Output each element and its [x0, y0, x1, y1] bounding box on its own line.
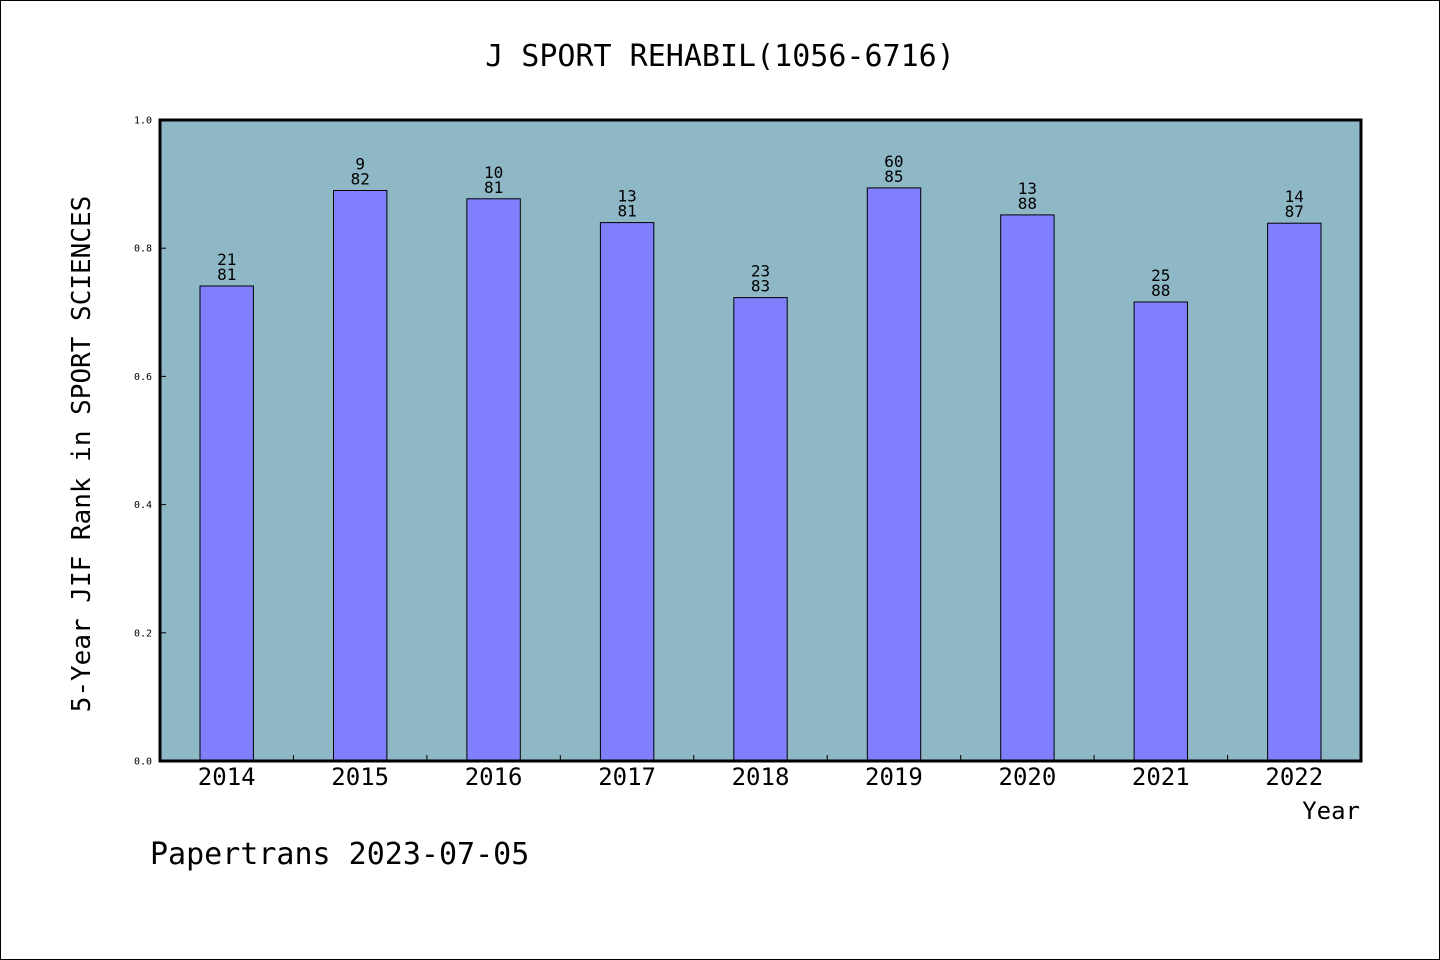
bar-total-label-2020: 88	[1018, 194, 1037, 213]
bar-2022	[1267, 222, 1322, 762]
x-tick-label-2021: 2021	[1132, 763, 1190, 791]
bar-2018	[733, 297, 788, 762]
bar-rank-label-2015: 9	[355, 155, 365, 174]
x-tick-label-2017: 2017	[598, 763, 656, 791]
footer-credit: Papertrans 2023-07-05	[150, 837, 529, 872]
x-tick-label-2018: 2018	[732, 763, 790, 791]
bar-rank-label-2016: 10	[484, 163, 503, 182]
y-tick-label: 0.8	[134, 244, 152, 255]
bar-total-label-2019: 85	[884, 167, 903, 186]
bar-total-label-2018: 83	[751, 277, 770, 296]
bar-total-label-2014: 81	[217, 265, 236, 284]
bars-group	[199, 187, 1322, 762]
bar-total-label-2021: 88	[1151, 281, 1170, 300]
chart-title: J SPORT REHABIL(1056-6716)	[485, 39, 955, 74]
bar-total-label-2016: 81	[484, 178, 503, 197]
bar-2014	[199, 285, 254, 762]
bar-2017	[599, 222, 655, 762]
y-tick-label: 1.0	[134, 116, 152, 127]
bar-rank-label-2014: 21	[217, 250, 236, 269]
y-tick-label: 0.2	[134, 628, 152, 639]
x-tick-label-2016: 2016	[465, 763, 523, 791]
bar-rank-label-2022: 14	[1285, 187, 1304, 206]
x-tick-label-2019: 2019	[865, 763, 923, 791]
bar-2016	[466, 198, 521, 762]
x-tick-label-2014: 2014	[198, 763, 256, 791]
bar-total-label-2015: 82	[351, 170, 370, 189]
x-axis: 2014 2015 2016 2017 2018 2019 2020 2021 2022	[198, 755, 1323, 791]
bar-total-label-2017: 81	[617, 202, 636, 221]
y-tick-label: 0.4	[134, 500, 152, 511]
bar-rank-label-2020: 13	[1018, 179, 1037, 198]
y-tick-label: 0.0	[134, 757, 152, 768]
bar-2020	[1000, 214, 1055, 762]
x-tick-label-2022: 2022	[1265, 763, 1323, 791]
y-axis-label: 5-Year JIF Rank in SPORT SCIENCES	[67, 196, 97, 713]
y-tick-label: 0.6	[134, 372, 152, 383]
bar-2021	[1133, 301, 1188, 762]
plot-border	[158, 118, 1363, 763]
bar-2019	[866, 187, 922, 762]
y-axis: 0.0 0.2 0.4 0.6 0.8 1.0	[134, 116, 166, 768]
bar-rank-label-2017: 13	[617, 187, 636, 206]
bar-rank-label-2018: 23	[751, 262, 770, 281]
x-tick-label-2020: 2020	[999, 763, 1057, 791]
bar-rank-label-2021: 25	[1151, 266, 1170, 285]
bar-total-label-2022: 87	[1285, 202, 1304, 221]
bar-rank-label-2019: 60	[884, 152, 903, 171]
x-axis-label: Year	[1302, 797, 1360, 825]
x-tick-label-2015: 2015	[331, 763, 389, 791]
bar-2015	[333, 190, 388, 762]
